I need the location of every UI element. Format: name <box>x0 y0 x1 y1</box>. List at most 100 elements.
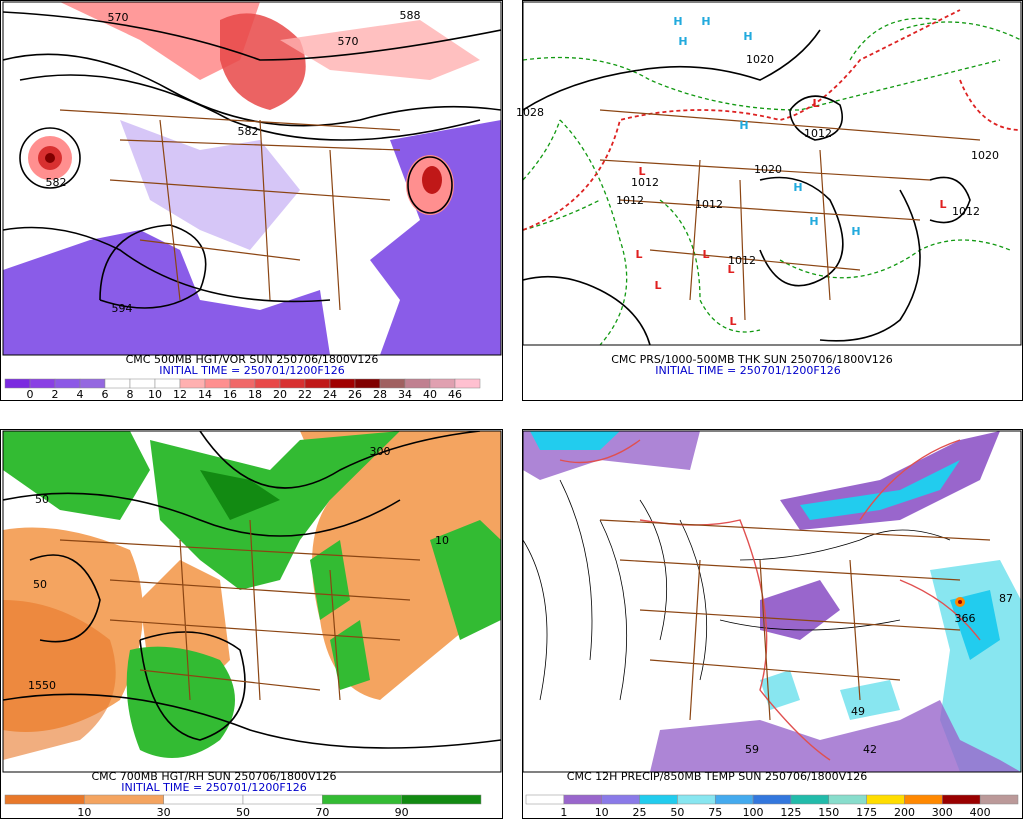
colorbar-swatch <box>639 794 678 805</box>
panel-caption: CMC PRS/1000-500MB THK SUN 250706/1800V1… <box>611 353 892 366</box>
colorbar-label: 100 <box>743 806 764 819</box>
contour-label: 50 <box>35 493 49 506</box>
colorbar-swatch <box>54 378 81 389</box>
contour-label: 570 <box>338 35 359 48</box>
pressure-center: L <box>727 263 734 276</box>
colorbar-swatch <box>304 378 331 389</box>
map-frame <box>522 1 1022 346</box>
colorbar-swatch <box>204 378 231 389</box>
colorbar-swatch <box>828 794 867 805</box>
contour-label: 1012 <box>728 254 756 267</box>
colorbar-swatch <box>163 794 244 805</box>
colorbar-swatch <box>154 378 181 389</box>
colorbar-label: 50 <box>236 806 250 819</box>
colorbar-label: 10 <box>77 806 91 819</box>
contour-label: 1020 <box>746 53 774 66</box>
colorbar-swatch <box>942 794 981 805</box>
contour-label: 87 <box>999 592 1013 605</box>
colorbar-label: 46 <box>448 388 462 401</box>
colorbar-label: 200 <box>894 806 915 819</box>
colorbar-label: 18 <box>248 388 262 401</box>
colorbar-label: 70 <box>315 806 329 819</box>
colorbar-label: 10 <box>148 388 162 401</box>
colorbar-label: 25 <box>633 806 647 819</box>
contour-label: 42 <box>863 743 877 756</box>
contour-label: 1012 <box>695 198 723 211</box>
colorbar-label: 26 <box>348 388 362 401</box>
contour-label: 1020 <box>971 149 999 162</box>
precip-map <box>523 431 1021 772</box>
contour-label: 594 <box>112 302 133 315</box>
colorbar-swatch <box>179 378 206 389</box>
contour-label: 1012 <box>616 194 644 207</box>
pressure-center: H <box>673 15 682 28</box>
colorbar-swatch <box>677 794 716 805</box>
colorbar-label: 75 <box>708 806 722 819</box>
colorbar-swatch <box>379 378 406 389</box>
contour-label: 1550 <box>28 679 56 692</box>
colorbar-swatch <box>866 794 905 805</box>
colorbar-label: 150 <box>818 806 839 819</box>
colorbar-swatch <box>254 378 281 389</box>
contour-label: 582 <box>238 125 259 138</box>
colorbar-label: 24 <box>323 388 337 401</box>
colorbar-swatch <box>525 794 565 805</box>
contour-label: 50 <box>33 578 47 591</box>
humidity-map <box>3 431 501 772</box>
colorbar-label: 34 <box>398 388 412 401</box>
colorbar-label: 10 <box>595 806 609 819</box>
colorbar-swatch <box>279 378 306 389</box>
colorbar-swatch <box>401 794 482 805</box>
pressure-center: H <box>851 225 860 238</box>
panel-caption: CMC 500MB HGT/VOR SUN 250706/1800V126 <box>126 353 379 366</box>
contour-label: 1012 <box>631 176 659 189</box>
initial-time: INITIAL TIME = 250701/1200F126 <box>655 364 840 377</box>
colorbar-label: 4 <box>77 388 84 401</box>
colorbar-label: 1 <box>560 806 567 819</box>
contour-label: 1028 <box>516 106 544 119</box>
contour-label: 49 <box>851 705 865 718</box>
pressure-center: H <box>701 15 710 28</box>
colorbar-swatch <box>714 794 754 805</box>
colorbar-swatch <box>904 794 943 805</box>
colorbar-swatch <box>979 794 1019 805</box>
colorbar-label: 6 <box>102 388 109 401</box>
colorbar-label: 400 <box>970 806 991 819</box>
colorbar-swatch <box>322 794 402 805</box>
colorbar-label: 28 <box>373 388 387 401</box>
colorbar-swatch <box>84 794 164 805</box>
colorbar-label: 125 <box>780 806 801 819</box>
colorbar-label: 12 <box>173 388 187 401</box>
pressure-center: L <box>654 279 661 292</box>
pressure-map <box>523 2 1021 345</box>
initial-time: INITIAL TIME = 250701/1200F126 <box>121 781 306 794</box>
colorbar-swatch <box>242 794 323 805</box>
colorbar-swatch <box>4 794 85 805</box>
contour-label: 59 <box>745 743 759 756</box>
colorbar-swatch <box>752 794 792 805</box>
colorbar-label: 0 <box>27 388 34 401</box>
colorbar-swatch <box>104 378 131 389</box>
colorbar-swatch <box>563 794 602 805</box>
colorbar-label: 175 <box>856 806 877 819</box>
colorbar-swatch <box>329 378 356 389</box>
contour-label: 570 <box>108 11 129 24</box>
colorbar-label: 30 <box>157 806 171 819</box>
pressure-center: H <box>809 215 818 228</box>
contour-label: 10 <box>435 534 449 547</box>
colorbar-swatch <box>129 378 156 389</box>
colorbar-label: 16 <box>223 388 237 401</box>
contour-label: 1012 <box>804 127 832 140</box>
colorbar-label: 50 <box>670 806 684 819</box>
colorbar-label: 20 <box>273 388 287 401</box>
pressure-center: H <box>743 30 752 43</box>
colorbar-swatch <box>354 378 381 389</box>
map-frame <box>2 430 502 773</box>
pressure-center: L <box>812 97 819 110</box>
contour-label: 582 <box>46 176 67 189</box>
contour-label: 1020 <box>754 163 782 176</box>
colorbar-swatch <box>229 378 256 389</box>
colorbar-swatch <box>429 378 456 389</box>
colorbar-swatch <box>454 378 481 389</box>
pressure-center: L <box>638 165 645 178</box>
